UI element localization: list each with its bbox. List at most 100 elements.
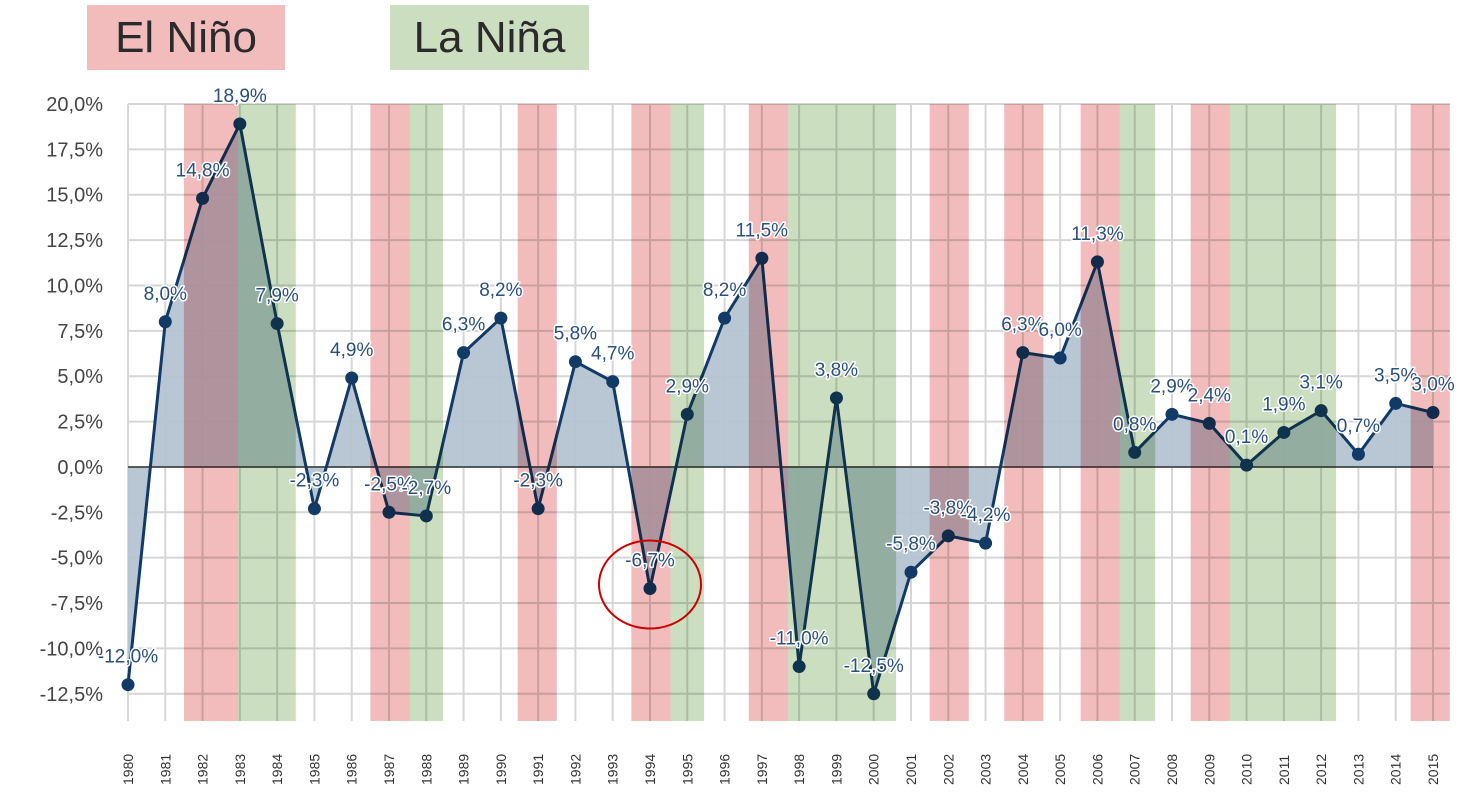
y-tick-label: 15,0%	[46, 185, 103, 207]
data-label: -2,5%	[364, 474, 414, 495]
band-el-nino	[631, 104, 671, 721]
data-point	[1165, 407, 1179, 421]
data-label: 1,9%	[1262, 394, 1305, 415]
x-tick-label: 1995	[679, 754, 695, 785]
x-tick-label: 1998	[791, 754, 807, 785]
x-tick-label: 1981	[157, 754, 173, 785]
data-point	[1351, 447, 1365, 461]
highlight-circle	[598, 539, 702, 630]
band-la-nina	[787, 104, 897, 721]
x-tick-label: 2011	[1276, 755, 1292, 785]
data-label: -5,8%	[886, 534, 936, 555]
data-label: 5,8%	[554, 324, 597, 345]
band-el-nino	[1080, 104, 1120, 721]
data-label: 8,2%	[479, 280, 522, 301]
data-label: 2,4%	[1188, 385, 1231, 406]
data-label: 0,8%	[1113, 414, 1156, 435]
data-label: -3,8%	[923, 498, 973, 519]
legend-la-nina-label: La Niña	[413, 12, 566, 62]
x-tick-label: 1992	[567, 754, 583, 785]
band-el-nino	[517, 104, 557, 721]
x-tick-label: 2004	[1015, 754, 1031, 785]
data-label: 11,5%	[736, 220, 789, 241]
y-tick-label: -10,0%	[40, 638, 104, 660]
data-label: 6,3%	[1001, 315, 1044, 336]
data-label: 4,7%	[591, 344, 634, 365]
data-label: 8,2%	[703, 280, 746, 301]
data-point	[904, 565, 918, 579]
y-tick-label: -2,5%	[51, 502, 103, 524]
y-tick-label: 12,5%	[46, 230, 103, 252]
y-tick-label: 5,0%	[57, 366, 103, 388]
data-label: 2,9%	[666, 376, 709, 397]
x-tick-label: 2013	[1350, 754, 1366, 785]
y-tick-label: 17,5%	[46, 139, 103, 161]
legend-el-nino-label: El Niño	[115, 12, 257, 62]
x-tick-label: 1983	[232, 754, 248, 785]
y-tick-label: 7,5%	[57, 321, 103, 343]
data-label: 8,0%	[144, 284, 187, 305]
y-tick-label: -7,5%	[51, 593, 103, 615]
band-la-nina	[1229, 104, 1337, 721]
x-tick-label: 2012	[1313, 754, 1329, 785]
data-point	[121, 678, 135, 692]
x-tick-label: 1988	[418, 754, 434, 785]
data-label: 4,9%	[330, 340, 373, 361]
data-label: 6,0%	[1038, 320, 1081, 341]
data-label: -2,3%	[513, 471, 563, 492]
x-tick-label: 1994	[642, 754, 658, 785]
x-tick-label: 1999	[828, 754, 844, 785]
y-tick-label: -5,0%	[51, 548, 103, 570]
data-label: -2,7%	[401, 478, 451, 499]
band-el-nino	[1190, 104, 1230, 721]
x-tick-label: 1996	[717, 754, 733, 785]
data-label: -12,5%	[844, 656, 904, 677]
data-label: 3,8%	[815, 360, 858, 381]
band-el-nino	[1410, 104, 1450, 721]
data-label: 6,3%	[442, 315, 485, 336]
x-tick-label: 2006	[1089, 754, 1105, 785]
x-tick-label: 2001	[903, 754, 919, 785]
data-label: 3,5%	[1374, 365, 1417, 386]
data-label: -4,2%	[961, 505, 1011, 526]
x-tick-label: 2000	[866, 754, 882, 785]
y-tick-label: 0,0%	[57, 457, 103, 479]
x-tick-label: 1993	[605, 754, 621, 785]
data-label: 3,1%	[1299, 373, 1342, 394]
x-tick-label: 2008	[1164, 754, 1180, 785]
data-label: -12,0%	[98, 647, 158, 668]
x-tick-label: 1984	[269, 754, 285, 785]
y-tick-label: 10,0%	[46, 275, 103, 297]
band-la-nina	[237, 104, 296, 721]
y-tick-label: 2,5%	[57, 412, 103, 434]
x-tick-label: 2015	[1425, 754, 1441, 785]
data-point	[494, 311, 508, 325]
x-tick-label: 2005	[1052, 754, 1068, 785]
data-point	[718, 311, 732, 325]
data-point	[1389, 396, 1403, 410]
band-la-nina	[409, 104, 444, 721]
x-tick-label: 2009	[1201, 754, 1217, 785]
data-point	[606, 375, 620, 389]
data-point	[1053, 351, 1067, 365]
band-la-nina	[1119, 104, 1156, 721]
data-point	[568, 355, 582, 369]
y-tick-label: -12,5%	[40, 684, 104, 706]
x-tick-label: 1991	[530, 754, 546, 785]
x-tick-label: 2007	[1127, 754, 1143, 785]
band-la-nina	[670, 104, 705, 721]
x-tick-label: 2003	[978, 754, 994, 785]
x-tick-label: 2002	[940, 754, 956, 785]
data-label: 14,8%	[176, 160, 230, 181]
band-el-nino	[748, 104, 788, 721]
band-el-nino	[183, 104, 238, 721]
legend-la-nina: La Niña	[390, 5, 589, 70]
data-point	[457, 346, 471, 360]
data-label: -11,0%	[770, 629, 829, 650]
legend-el-nino: El Niño	[87, 5, 285, 70]
data-label: 2,9%	[1150, 376, 1193, 397]
data-point	[307, 502, 321, 516]
x-tick-label: 1985	[306, 754, 322, 785]
data-point	[979, 536, 993, 550]
